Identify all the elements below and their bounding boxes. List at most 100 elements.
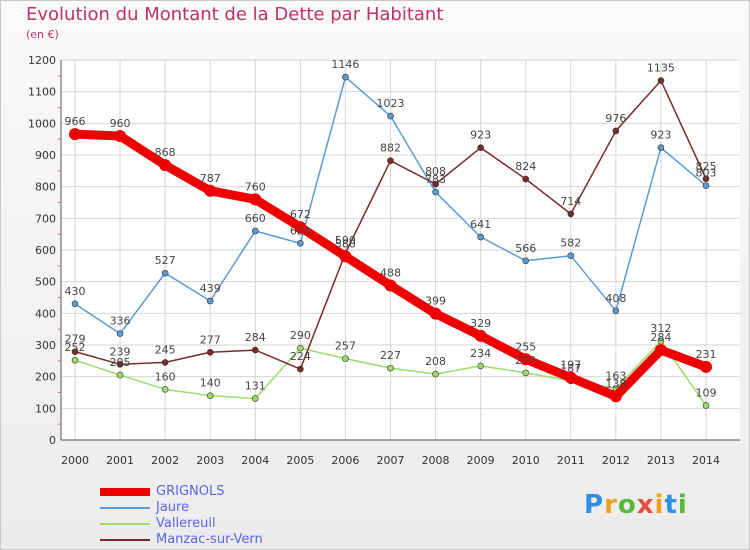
x-tick-label: 2007: [377, 454, 405, 467]
data-point-jaure: [206, 297, 214, 305]
data-point-grignols: [114, 130, 127, 142]
data-point-grignols: [294, 221, 307, 234]
data-point-grignols: [519, 353, 532, 366]
data-label-jaure: 408: [605, 292, 626, 305]
y-tick-label: 1000: [28, 117, 56, 130]
data-label-manzac-sur-vern: 976: [605, 112, 626, 125]
x-tick-label: 2012: [602, 454, 630, 467]
data-point-grignols: [159, 159, 172, 172]
data-point-manzac-sur-vern: [522, 175, 530, 183]
data-label-grignols: 488: [380, 266, 401, 279]
data-label-grignols: 138: [605, 377, 626, 390]
legend-label: Manzac-sur-Vern: [156, 532, 263, 547]
data-point-vallereuil: [251, 395, 259, 402]
data-point-jaure: [432, 188, 439, 196]
proxiti-logo: Proxiti: [584, 490, 688, 520]
logo-letter: o: [617, 490, 637, 520]
y-tick-label: 400: [35, 307, 56, 320]
data-label-jaure: 439: [200, 282, 221, 295]
data-label-manzac-sur-vern: 1135: [647, 62, 675, 75]
data-point-manzac-sur-vern: [612, 127, 620, 135]
data-label-manzac-sur-vern: 824: [515, 160, 536, 173]
data-point-manzac-sur-vern: [387, 157, 394, 164]
logo-letter: P: [584, 490, 605, 520]
x-tick-label: 2013: [647, 454, 675, 467]
y-tick-label: 200: [35, 371, 56, 384]
y-tick-label: 700: [35, 212, 56, 225]
data-point-grignols: [204, 184, 217, 197]
y-tick-label: 0: [49, 434, 56, 447]
data-point-jaure: [161, 269, 169, 277]
logo-letter: x: [636, 490, 655, 520]
data-point-jaure: [567, 252, 575, 259]
data-label-manzac-sur-vern: 279: [65, 333, 86, 346]
data-label-grignols: 966: [65, 115, 86, 128]
data-point-manzac-sur-vern: [432, 180, 439, 188]
data-label-grignols: 284: [650, 331, 671, 344]
data-label-manzac-sur-vern: 284: [245, 331, 266, 344]
x-tick-label: 2002: [151, 454, 179, 467]
x-tick-label: 2008: [422, 454, 450, 467]
data-label-manzac-sur-vern: 808: [425, 165, 446, 178]
data-point-vallereuil: [522, 369, 530, 377]
y-tick-label: 900: [35, 149, 56, 162]
data-point-jaure: [477, 233, 484, 241]
data-label-manzac-sur-vern: 277: [200, 333, 221, 346]
x-tick-label: 2003: [196, 454, 224, 467]
data-label-vallereuil: 212: [515, 354, 536, 367]
line-chart: 0 100 200 300 400 500 600 700 800 900 1000 1100 1200…: [28, 54, 740, 467]
data-point-grignols: [654, 344, 667, 357]
data-label-manzac-sur-vern: 923: [470, 129, 491, 142]
data-label-grignols: 231: [696, 348, 717, 361]
legend-label: Jaure: [156, 500, 190, 515]
data-label-grignols: 329: [470, 317, 491, 330]
data-label-vallereuil: 187: [560, 362, 581, 375]
data-point-grignols: [429, 307, 442, 320]
data-point-vallereuil: [297, 344, 304, 352]
y-tick-label: 500: [35, 276, 56, 289]
data-label-grignols: 868: [155, 146, 176, 159]
data-label-jaure: 803: [696, 167, 717, 180]
data-point-manzac-sur-vern: [477, 144, 484, 152]
x-tick-label: 2005: [286, 454, 314, 467]
data-label-grignols: 760: [245, 180, 266, 193]
data-label-vallereuil: 140: [200, 377, 221, 390]
data-point-vallereuil: [161, 386, 169, 393]
data-point-vallereuil: [116, 371, 124, 379]
data-label-jaure: 430: [65, 285, 86, 298]
data-label-vallereuil: 290: [290, 329, 311, 342]
data-label-vallereuil: 163: [605, 369, 626, 382]
data-label-grignols: 787: [200, 172, 221, 185]
legend-swatch: [100, 539, 150, 541]
legend-label: Vallereuil: [156, 516, 216, 531]
data-label-vallereuil: 131: [245, 380, 266, 393]
data-label-vallereuil: 160: [155, 370, 176, 383]
x-tick-label: 2010: [512, 454, 540, 467]
data-point-grignols: [564, 371, 577, 384]
data-label-jaure: 566: [515, 242, 536, 255]
data-label-grignols: 399: [425, 295, 446, 308]
axis-layer: 0 100 200 300 400 500 600 700 800 900 1000 1100 1200…: [28, 54, 740, 467]
legend-label: GRIGNOLS: [156, 484, 225, 499]
data-point-manzac-sur-vern: [251, 346, 259, 354]
x-tick-label: 2004: [241, 454, 269, 467]
data-label-grignols: 580: [335, 237, 356, 250]
data-point-grignols: [384, 279, 397, 292]
data-point-jaure: [251, 227, 259, 235]
data-label-layer: 966 960 868 787 760 672 580 488 399 329 255 197 138 2…: [65, 58, 717, 399]
data-point-jaure: [342, 73, 349, 81]
y-tick-label: 300: [35, 339, 56, 352]
logo-letter: i: [654, 490, 665, 520]
data-point-jaure: [116, 330, 124, 337]
data-label-manzac-sur-vern: 825: [696, 160, 717, 173]
data-point-manzac-sur-vern: [567, 210, 575, 218]
data-label-jaure: 527: [155, 254, 176, 267]
data-label-grignols: 672: [290, 208, 311, 221]
data-point-grignols: [249, 193, 262, 206]
logo-letter: i: [677, 490, 688, 520]
data-point-jaure: [657, 144, 665, 152]
data-label-grignols: 960: [110, 117, 131, 130]
data-label-vallereuil: 252: [65, 341, 86, 354]
chart-title: Evolution du Montant de la Dette par Hab…: [26, 4, 444, 25]
x-tick-label: 2014: [692, 454, 720, 467]
